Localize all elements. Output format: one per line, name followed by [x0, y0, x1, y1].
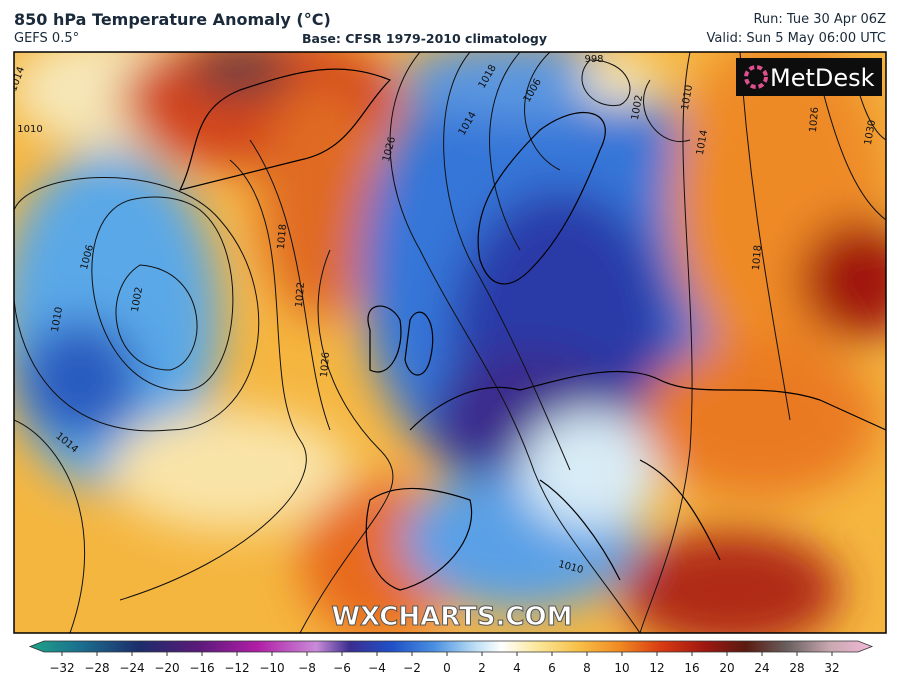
colorbar-tick-label: 12 [649, 661, 664, 675]
colorbar: −32 −28 −24 −20 −16 −12 −10 −8 −6 −4 −2 0 2 4 6 8 10 12 16… [28, 640, 874, 675]
run-time: Run: Tue 30 Apr 06Z [753, 12, 886, 27]
colorbar-ramp [28, 640, 874, 653]
map-title: 850 hPa Temperature Anomaly (°C) [14, 10, 331, 29]
valid-time: Valid: Sun 5 May 06:00 UTC [706, 31, 886, 46]
colorbar-tick-label: 4 [513, 661, 521, 675]
colorbar-tick-label: −28 [84, 661, 109, 675]
isobar-label: 1022 [294, 282, 307, 308]
isobar-label: 1026 [808, 107, 821, 133]
isobar-label: 1002 [130, 286, 145, 313]
colorbar-tick-label: −12 [224, 661, 249, 675]
isobars [14, 52, 886, 633]
isobar-label: 1026 [319, 352, 332, 378]
colorbar-tick-label: −6 [333, 661, 351, 675]
colorbar-tick-label: −10 [259, 661, 284, 675]
colorbar-tick-label: −16 [189, 661, 214, 675]
isobar-label: 1002 [630, 94, 645, 121]
colorbar-tick-label: 10 [614, 661, 629, 675]
colorbar-tick-label: 16 [684, 661, 699, 675]
logo: MetDesk [736, 58, 882, 96]
isobar-label: 1018 [276, 224, 289, 250]
colorbar-tick-label: −24 [119, 661, 144, 675]
isobar-label: 1010 [680, 84, 695, 111]
colorbar-tick-label: 28 [789, 661, 804, 675]
isobar-label: 1014 [695, 129, 710, 156]
isobar-label: 1010 [17, 124, 42, 135]
colorbar-tick-label: 32 [824, 661, 839, 675]
colorbar-tick-label: 0 [443, 661, 451, 675]
colorbar-tick-label: 20 [719, 661, 734, 675]
logo-icon [744, 65, 768, 89]
anomaly-field: 1014101010061002101010141018102210261026… [14, 52, 886, 633]
climatology-base: Base: CFSR 1979-2010 climatology [302, 31, 548, 46]
colorbar-tick-label: −32 [49, 661, 74, 675]
isobar-label: 1010 [50, 306, 65, 333]
isobar-label: 1030 [863, 119, 878, 146]
colorbar-tick-label: 6 [548, 661, 556, 675]
colorbar-tick-label: 8 [583, 661, 591, 675]
colorbar-tick-label: −4 [368, 661, 386, 675]
colorbar-tick-label: −8 [298, 661, 316, 675]
map-frame [13, 51, 887, 634]
coastlines [178, 68, 886, 591]
colorbar-tick-label: −20 [154, 661, 179, 675]
colorbar-tick-label: −2 [403, 661, 421, 675]
logo-text: MetDesk [770, 64, 875, 92]
colorbar-tick-label: 2 [478, 661, 486, 675]
watermark: WXCHARTS.COM [331, 602, 572, 632]
logo-box [736, 58, 882, 96]
isobar-label: 998 [584, 54, 603, 65]
colorbar-tick-label: 24 [754, 661, 769, 675]
isobar-label: 1018 [751, 245, 764, 271]
model-name: GEFS 0.5° [14, 31, 80, 46]
